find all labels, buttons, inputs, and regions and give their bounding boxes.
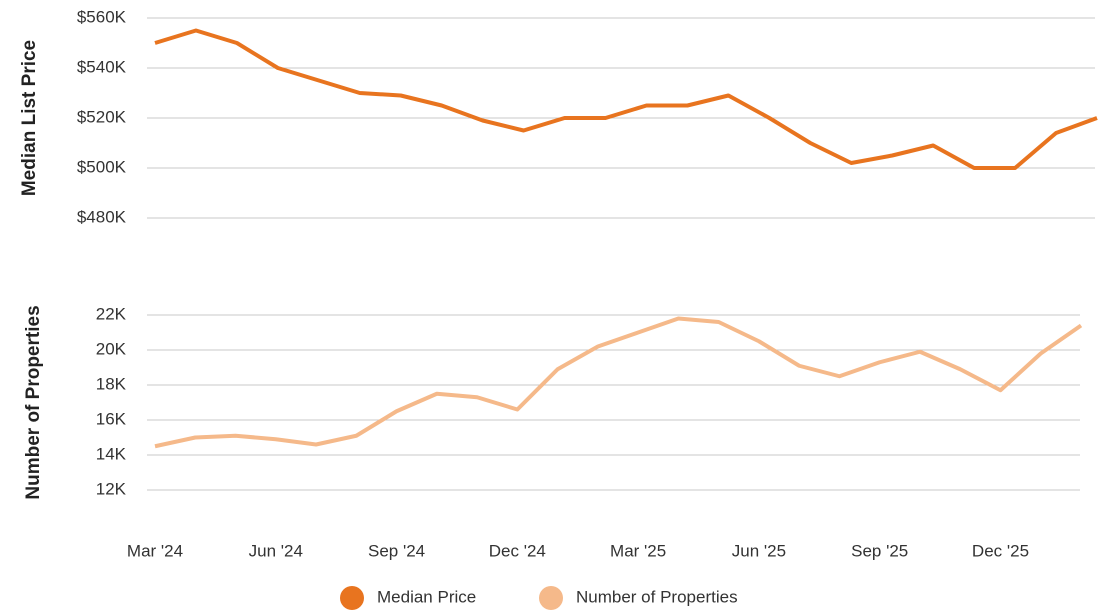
legend-label: Number of Properties [576, 587, 738, 606]
y-axis-title: Number of Properties [23, 305, 44, 499]
y-tick-label: 14K [96, 444, 127, 463]
x-tick-label: Sep '24 [368, 541, 425, 560]
x-tick-label: Mar '24 [127, 541, 183, 560]
legend-marker [539, 586, 563, 610]
y-tick-label: 12K [96, 479, 127, 498]
x-tick-label: Jun '24 [249, 541, 303, 560]
x-tick-label: Jun '25 [732, 541, 786, 560]
x-tick-label: Dec '24 [489, 541, 546, 560]
y-tick-label: $500K [77, 157, 127, 176]
y-tick-label: $480K [77, 207, 127, 226]
x-tick-label: Mar '25 [610, 541, 666, 560]
line [154, 316, 1083, 449]
y-axis-title: Median List Price [19, 40, 40, 196]
y-tick-label: $520K [77, 107, 127, 126]
y-tick-label: $540K [77, 57, 127, 76]
y-tick-label: 20K [96, 339, 127, 358]
line [154, 28, 1098, 170]
y-tick-label: 18K [96, 374, 127, 393]
x-tick-label: Sep '25 [851, 541, 908, 560]
x-tick-label: Dec '25 [972, 541, 1029, 560]
legend-label: Median Price [377, 587, 476, 606]
y-tick-label: 22K [96, 304, 127, 323]
y-tick-label: $560K [77, 7, 127, 26]
legend-marker [340, 586, 364, 610]
y-tick-label: 16K [96, 409, 127, 428]
